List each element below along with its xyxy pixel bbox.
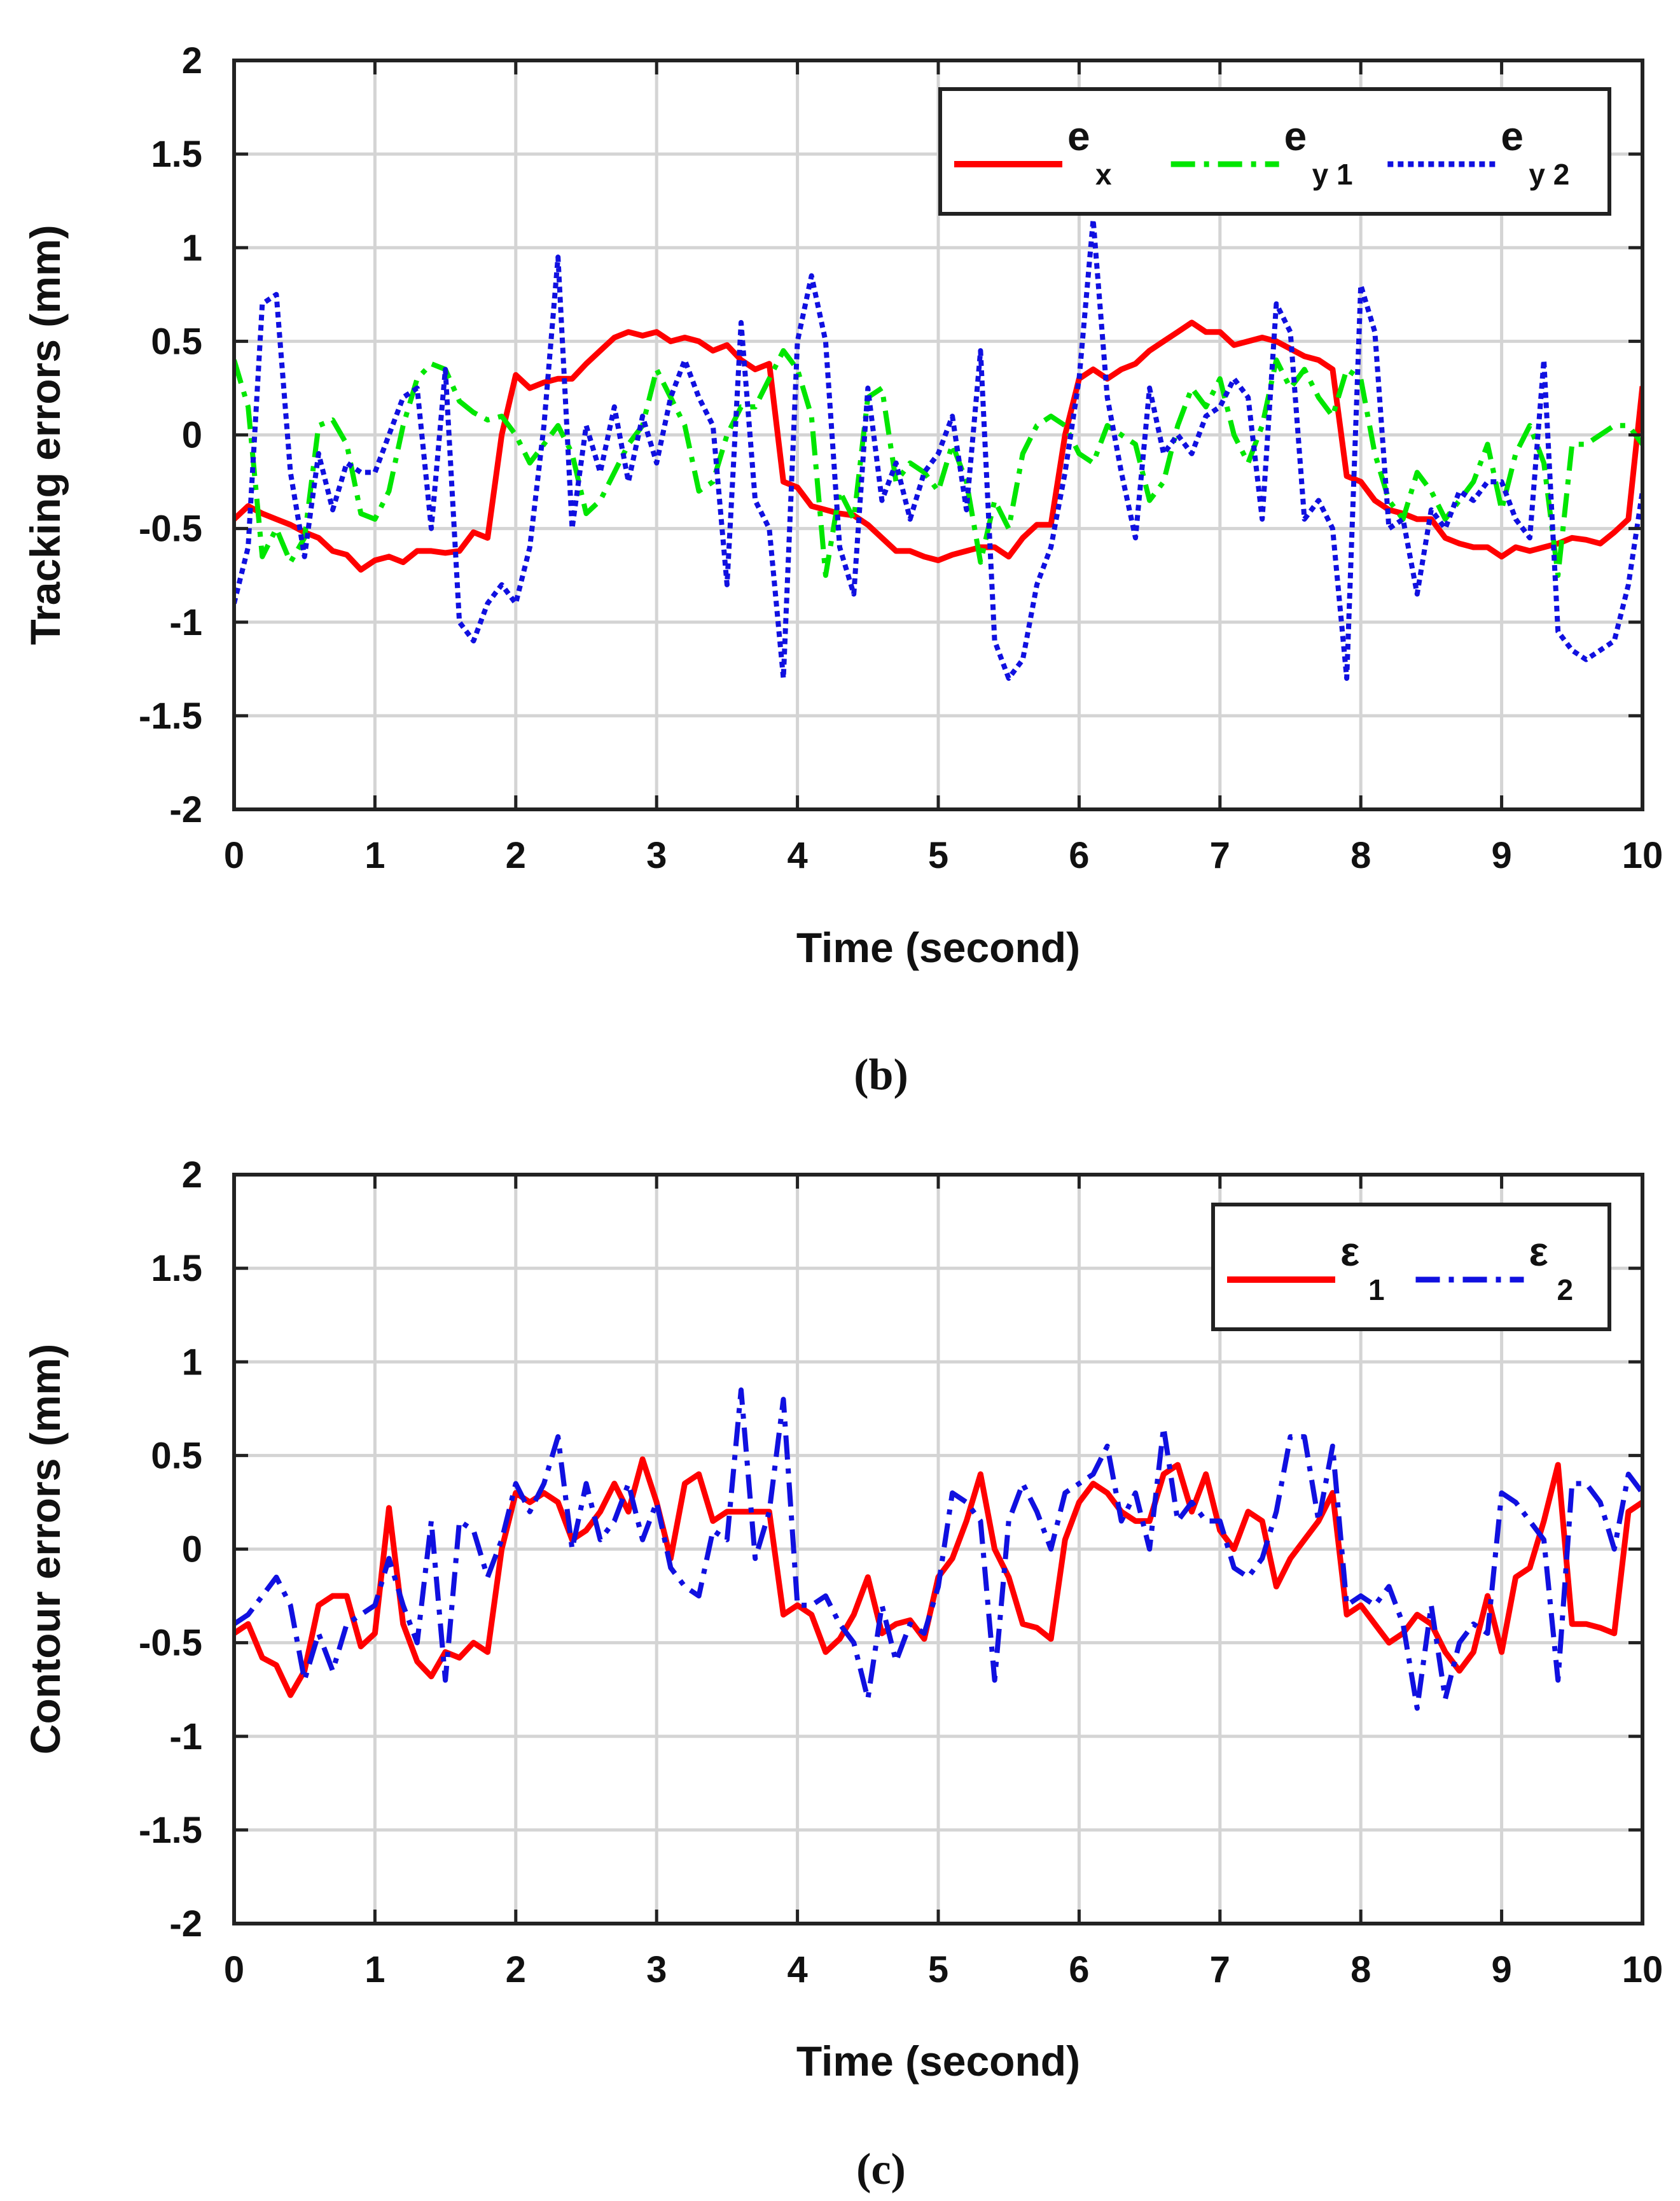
panel-label: (c) bbox=[856, 2145, 906, 2194]
x-tick-label: 0 bbox=[224, 1949, 244, 1990]
y-tick-label: -1.5 bbox=[139, 695, 202, 737]
series-line-2 bbox=[234, 1387, 1642, 1711]
chart-panel-1: 0 1 2 3 4 5 6 7 8 9 10 -2 -1.5 -1 -0.5 0 0.5 1 1.5 2 Time (s… bbox=[22, 40, 1663, 1100]
y-tick-label: 0 bbox=[182, 1529, 202, 1570]
legend-sublabel-1: x bbox=[1095, 158, 1112, 191]
y-tick-label: 0 bbox=[182, 415, 202, 456]
legend-box bbox=[1211, 1203, 1611, 1331]
y-tick-label: 0.5 bbox=[151, 1435, 202, 1476]
series-line-3 bbox=[234, 217, 1642, 681]
y-tick-label: -1.5 bbox=[139, 1810, 202, 1851]
x-tick-label: 5 bbox=[928, 1949, 948, 1990]
x-tick-label: 10 bbox=[1622, 1949, 1663, 1990]
y-tick-label: 1 bbox=[182, 227, 202, 269]
legend-label-1: ε bbox=[1340, 1229, 1359, 1275]
y-tick-label: 1.5 bbox=[151, 134, 202, 175]
y-axis-label: Contour errors (mm) bbox=[22, 1344, 69, 1754]
y-tick-label: 2 bbox=[182, 40, 202, 81]
legend-label-2: e bbox=[1284, 113, 1307, 159]
y-tick-label: 1 bbox=[182, 1341, 202, 1383]
y-tick-label: -0.5 bbox=[139, 508, 202, 550]
y-tick-label: 1.5 bbox=[151, 1248, 202, 1289]
x-tick-label: 4 bbox=[787, 835, 807, 876]
legend-label-3: e bbox=[1501, 113, 1524, 159]
x-tick-label: 6 bbox=[1069, 1949, 1089, 1990]
y-tick-label: -1 bbox=[169, 602, 202, 643]
y-tick-label: 2 bbox=[182, 1154, 202, 1196]
x-tick-label: 6 bbox=[1069, 835, 1089, 876]
series-line-1 bbox=[234, 319, 1642, 573]
x-axis-label: Time (second) bbox=[796, 2037, 1080, 2085]
legend-label-1: e bbox=[1067, 113, 1090, 159]
y-tick-label: 0.5 bbox=[151, 321, 202, 362]
x-tick-label: 0 bbox=[224, 835, 244, 876]
x-tick-label: 8 bbox=[1350, 1949, 1371, 1990]
panel-label: (b) bbox=[854, 1051, 908, 1100]
x-axis-label: Time (second) bbox=[796, 924, 1080, 971]
x-tick-label: 2 bbox=[506, 1949, 526, 1990]
legend-sublabel-2: y 1 bbox=[1312, 158, 1353, 191]
y-tick-label: -0.5 bbox=[139, 1623, 202, 1664]
chart-panel-2: 0 1 2 3 4 5 6 7 8 9 10 -2 -1.5 -1 -0.5 0 0.5 1 1.5 2 Time (s… bbox=[22, 1154, 1663, 2194]
legend-sublabel-2: 2 bbox=[1557, 1273, 1574, 1306]
x-tick-label: 3 bbox=[646, 1949, 667, 1990]
x-tick-label: 3 bbox=[646, 835, 667, 876]
x-tick-label: 2 bbox=[506, 835, 526, 876]
x-tick-label: 5 bbox=[928, 835, 948, 876]
x-tick-label: 7 bbox=[1210, 835, 1230, 876]
y-tick-label: -2 bbox=[169, 1903, 202, 1945]
x-tick-label: 1 bbox=[364, 835, 385, 876]
legend-sublabel-1: 1 bbox=[1368, 1273, 1385, 1306]
x-tick-label: 1 bbox=[364, 1949, 385, 1990]
x-tick-label: 10 bbox=[1622, 835, 1663, 876]
x-tick-label: 8 bbox=[1350, 835, 1371, 876]
legend-label-2: ε bbox=[1529, 1229, 1548, 1275]
y-tick-label: -2 bbox=[169, 789, 202, 830]
x-tick-label: 7 bbox=[1210, 1949, 1230, 1990]
legend-sublabel-3: y 2 bbox=[1529, 158, 1569, 191]
series-line-2 bbox=[234, 348, 1642, 578]
y-tick-label: -1 bbox=[169, 1716, 202, 1757]
x-tick-label: 9 bbox=[1491, 1949, 1511, 1990]
x-tick-label: 4 bbox=[787, 1949, 807, 1990]
x-tick-label: 9 bbox=[1491, 835, 1511, 876]
y-axis-label: Tracking errors (mm) bbox=[22, 225, 69, 645]
legend-box bbox=[938, 87, 1611, 216]
